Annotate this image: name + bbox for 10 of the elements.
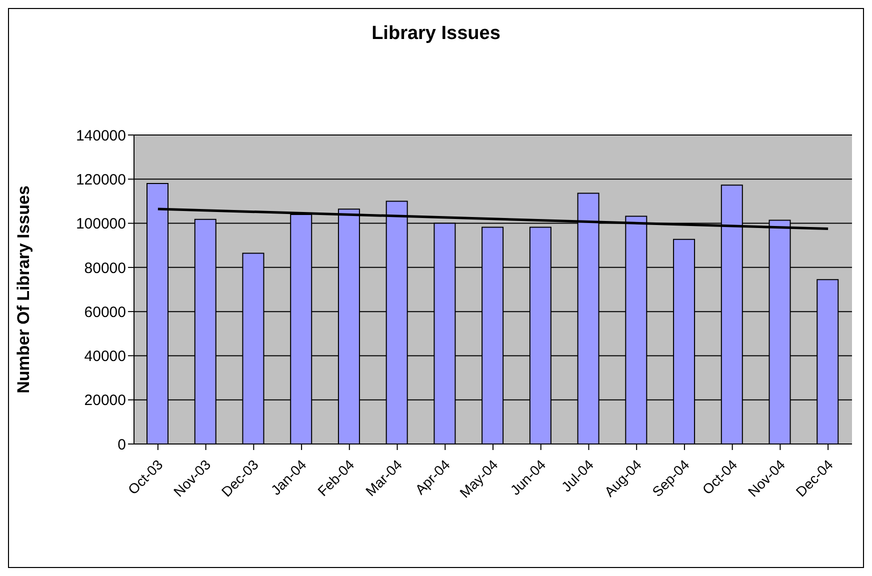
y-tick-label: 40000 bbox=[84, 348, 126, 366]
y-tick-label: 140000 bbox=[76, 127, 126, 144]
y-tick-label: 80000 bbox=[84, 260, 126, 277]
y-tick-label: 0 bbox=[118, 436, 126, 454]
y-tick-label: 100000 bbox=[76, 216, 126, 233]
y-axis-title: Number Of Library Issues bbox=[14, 186, 34, 394]
y-tick-label: 20000 bbox=[84, 392, 126, 410]
y-tick-label: 120000 bbox=[76, 171, 126, 188]
chart-title: Library Issues bbox=[370, 23, 502, 45]
y-tick-label: 60000 bbox=[84, 304, 126, 321]
